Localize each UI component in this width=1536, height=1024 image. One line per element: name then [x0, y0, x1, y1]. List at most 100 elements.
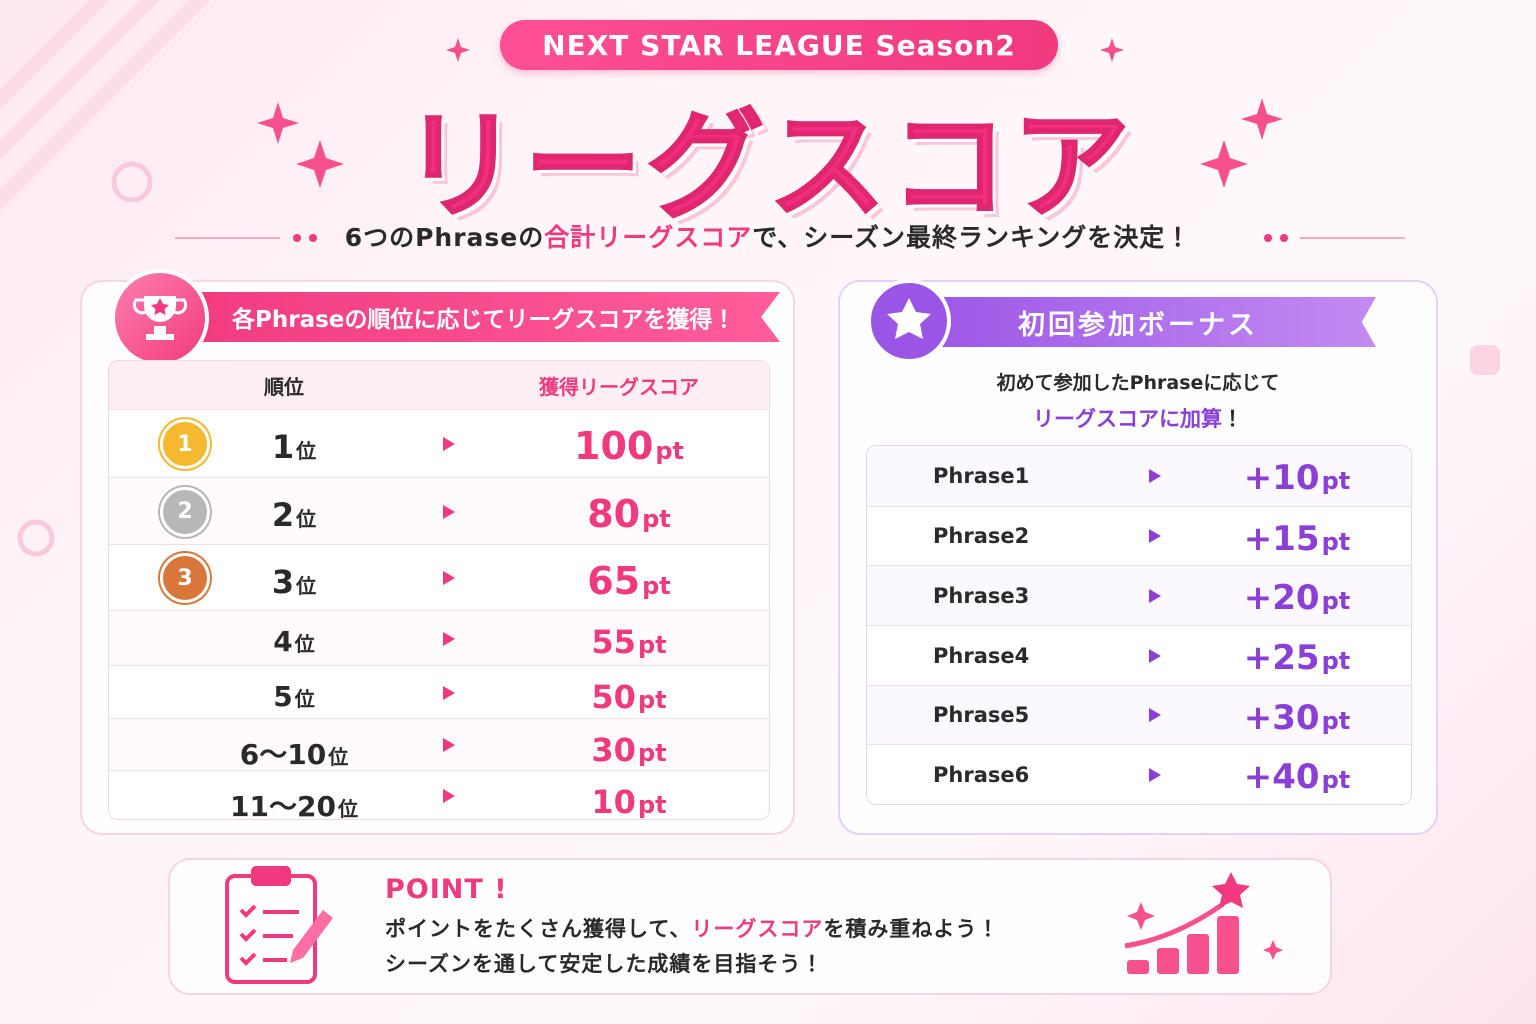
- main-title: リーグスコア: [401, 96, 1134, 236]
- arrow: [443, 504, 455, 519]
- bonus-value: +15 pt: [1197, 507, 1397, 567]
- rank-suffix: 位: [294, 687, 315, 711]
- rank-row: 11〜20 位 10 pt: [109, 770, 769, 820]
- phrase-name: Phrase2: [933, 524, 1030, 549]
- column-header: 順位: [264, 374, 304, 399]
- bonus-unit: pt: [1321, 706, 1351, 735]
- score: 30 pt: [509, 719, 749, 771]
- score-unit: pt: [642, 505, 671, 533]
- arrow: [443, 738, 455, 752]
- arrow: [1149, 468, 1161, 483]
- arrow: [443, 437, 455, 451]
- subtitle: 6つのPhraseの 合計リーグスコア で、シーズン最終ランキングを決定！: [0, 218, 1536, 254]
- bonus-row: Phrase3 +20 pt: [867, 565, 1411, 626]
- arrow: [443, 631, 455, 646]
- bonus-row: Phrase6 +40 pt: [867, 744, 1411, 804]
- rank-suffix: 位: [296, 507, 317, 531]
- score-number: 55: [591, 623, 636, 661]
- score-number: 50: [591, 678, 636, 716]
- rank-row: 1 1 位 100 pt: [109, 409, 769, 478]
- bonus-row: Phrase4 +25 pt: [867, 625, 1411, 686]
- rank-suffix: 位: [296, 574, 317, 598]
- rank-row: 3 3 位 65 pt: [109, 544, 769, 611]
- phrase-name: Phrase1: [933, 463, 1030, 488]
- arrow: [1149, 648, 1161, 663]
- rank-row: 5 位 50 pt: [109, 665, 769, 719]
- bonus-number: +10: [1243, 458, 1320, 498]
- rank-suffix: 位: [328, 745, 349, 769]
- bonus-description-line: 初めて参加したPhraseに応じて: [996, 372, 1280, 394]
- score-unit: pt: [637, 791, 667, 819]
- score-unit: pt: [642, 572, 671, 600]
- point-text: ポイントをたくさん獲得して、: [385, 917, 692, 941]
- score-unit: pt: [655, 437, 684, 465]
- arrow: [1149, 768, 1161, 783]
- phrase-name: Phrase6: [933, 763, 1030, 788]
- column-header: 獲得リーグスコア: [539, 374, 699, 399]
- arrow: [443, 685, 455, 700]
- medal: 2: [159, 478, 211, 545]
- bonus-row: Phrase2 +15 pt: [867, 505, 1411, 567]
- bonus-unit: pt: [1321, 647, 1351, 675]
- point-label: POINT !: [385, 874, 508, 905]
- rank-suffix: 位: [296, 439, 317, 463]
- point-text: を積み重ねよう！: [823, 917, 1000, 941]
- bonus-row: Phrase1 +10 pt: [867, 446, 1411, 506]
- rank-table: 順位 獲得リーグスコア 1 1 位 100 pt 2 2 位 80 pt 3 3 位 65 pt 4 位 55 pt 5 位…: [108, 360, 770, 820]
- score-number: 100: [574, 424, 654, 468]
- score: 50 pt: [509, 666, 749, 719]
- rank-row: 2 2 位 80 pt: [109, 477, 769, 545]
- bonus-unit: pt: [1321, 527, 1351, 556]
- phrase-name: Phrase4: [933, 643, 1030, 668]
- bonus-unit: pt: [1321, 587, 1351, 616]
- score-number: 10: [591, 783, 636, 820]
- subtitle-text: で、シーズン最終ランキングを決定！: [752, 223, 1192, 252]
- star-icon: [867, 279, 951, 363]
- bonus-unit: pt: [1321, 766, 1351, 795]
- bonus-heading: 初回参加ボーナス: [900, 297, 1376, 347]
- phrase-name: Phrase5: [933, 703, 1030, 728]
- score-unit: pt: [637, 686, 667, 714]
- rank-number: 2: [271, 496, 295, 534]
- bonus-highlight: リーグスコアに加算: [1033, 407, 1222, 431]
- rank-number: 4: [273, 625, 293, 658]
- arrow: [1149, 589, 1161, 604]
- rank-number: 5: [273, 680, 293, 713]
- rank-suffix: 位: [337, 797, 358, 820]
- medal: 3: [159, 545, 211, 611]
- bonus-row: Phrase5 +30 pt: [867, 684, 1411, 746]
- arrow: [1149, 529, 1161, 544]
- rank-heading: 各Phraseの順位に応じてリーグスコアを獲得！: [150, 292, 780, 342]
- bonus-value: +40 pt: [1197, 745, 1397, 804]
- bonus-value: +10 pt: [1197, 446, 1397, 506]
- bonus-description-end: ！: [1222, 407, 1243, 431]
- rank-suffix: 位: [294, 632, 315, 656]
- table-header: 順位 獲得リーグスコア: [109, 361, 769, 409]
- score: 10 pt: [509, 771, 749, 820]
- growth-icon: [1124, 872, 1283, 974]
- point-line: シーズンを通して安定した成績を目指そう！: [385, 952, 824, 976]
- score-unit: pt: [637, 631, 667, 659]
- score-number: 80: [587, 492, 641, 536]
- arrow: [1149, 708, 1161, 723]
- medal-disc: 3: [160, 553, 210, 603]
- point-highlight: リーグスコア: [691, 917, 824, 941]
- trophy-icon: [111, 269, 209, 367]
- medal: 1: [159, 410, 211, 478]
- score: 100 pt: [509, 410, 749, 478]
- subtitle-text: 6つのPhraseの: [344, 223, 545, 252]
- bonus-number: +25: [1243, 638, 1320, 678]
- bonus-number: +15: [1243, 518, 1320, 559]
- bonus-value: +20 pt: [1197, 566, 1397, 626]
- score: 55 pt: [509, 611, 749, 666]
- score-number: 65: [587, 559, 641, 603]
- clipboard-icon: [225, 866, 333, 984]
- rank-row: 4 位 55 pt: [109, 610, 769, 666]
- score-unit: pt: [637, 739, 667, 767]
- rank: 11〜20 位: [189, 771, 399, 820]
